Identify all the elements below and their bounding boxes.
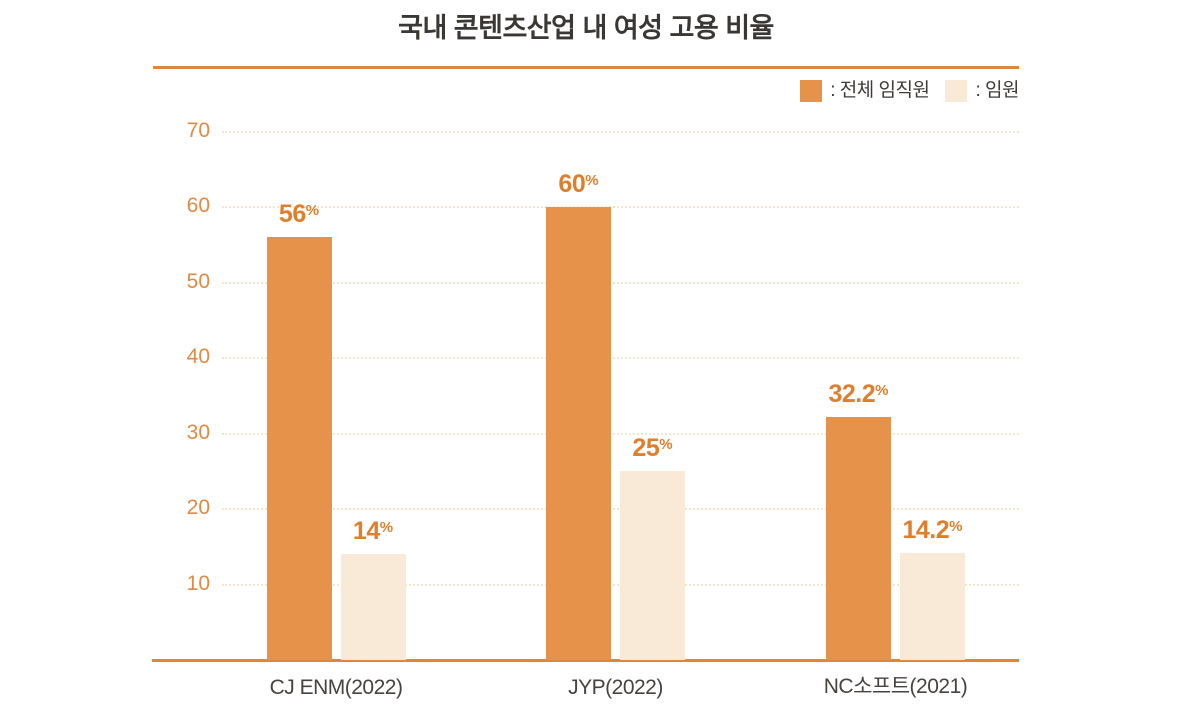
- legend-label-executives: : 임원: [975, 80, 1019, 101]
- percent-sign: %: [949, 517, 963, 535]
- y-axis-tick-60: 60: [186, 194, 210, 217]
- value-number: 60: [558, 170, 586, 198]
- plot-area: 10 20 30 40 50 60 70 56% 60% 32.2% 14% 25% 14.2% CJ E…: [152, 100, 1019, 699]
- x-axis-label-cj-enm: CJ ENM(2022): [269, 676, 403, 699]
- y-axis-tick-10: 10: [186, 571, 210, 595]
- value-number: 56: [278, 200, 306, 229]
- value-label-executives-nc-soft: 14.2%: [902, 515, 963, 544]
- gridline-50: [222, 281, 1019, 284]
- legend-swatch-executives: [945, 80, 968, 102]
- y-axis-tick-50: 50: [186, 269, 210, 293]
- y-axis-tick-70: 70: [186, 118, 210, 142]
- bar-total-employees-cj-enm: [266, 237, 332, 660]
- gridline-40: [222, 357, 1019, 359]
- y-axis-tick-40: 40: [186, 345, 210, 368]
- y-axis-tick-30: 30: [186, 420, 210, 444]
- legend-swatch-total-employees: [800, 80, 823, 102]
- gridline-30: [222, 432, 1019, 435]
- gridline-60: [222, 206, 1019, 208]
- value-label-executives-jyp: 25%: [632, 436, 672, 461]
- legend-item-total-employees: : 전체 임직원: [800, 80, 930, 102]
- gridline-70: [222, 130, 1019, 133]
- x-axis-label-jyp: JYP(2022): [568, 676, 663, 699]
- chart-title: 국내 콘텐츠산업 내 여성 고용 비율: [398, 13, 774, 43]
- value-number: 14.2: [902, 515, 950, 544]
- value-label-total-employees-jyp: 60%: [558, 172, 598, 197]
- value-number: 32.2: [828, 379, 876, 408]
- percent-sign: %: [585, 172, 599, 189]
- percent-sign: %: [379, 519, 394, 537]
- legend: : 전체 임직원 : 임원: [800, 80, 1019, 102]
- value-number: 25: [632, 434, 660, 463]
- top-divider-line: [153, 66, 1019, 69]
- percent-sign: %: [305, 202, 320, 220]
- legend-item-executives: : 임원: [945, 80, 1019, 102]
- x-axis-line: [152, 659, 1019, 662]
- bar-total-employees-jyp: [546, 207, 611, 660]
- bar-executives-nc-soft: [900, 552, 965, 660]
- value-label-total-employees-cj-enm: 56%: [279, 202, 319, 227]
- value-label-executives-cj-enm: 14%: [353, 519, 393, 544]
- percent-sign: %: [659, 436, 673, 454]
- y-axis-tick-20: 20: [186, 496, 210, 519]
- legend-label-total-employees: : 전체 임직원: [830, 80, 930, 101]
- bar-total-employees-nc-soft: [826, 416, 891, 660]
- percent-sign: %: [875, 381, 889, 399]
- value-label-total-employees-nc-soft: 32.2%: [828, 379, 889, 408]
- bar-executives-cj-enm: [340, 554, 406, 660]
- x-axis-label-nc-soft: NC소프트(2021): [823, 675, 968, 698]
- bar-executives-jyp: [620, 471, 685, 660]
- value-number: 14: [352, 517, 380, 546]
